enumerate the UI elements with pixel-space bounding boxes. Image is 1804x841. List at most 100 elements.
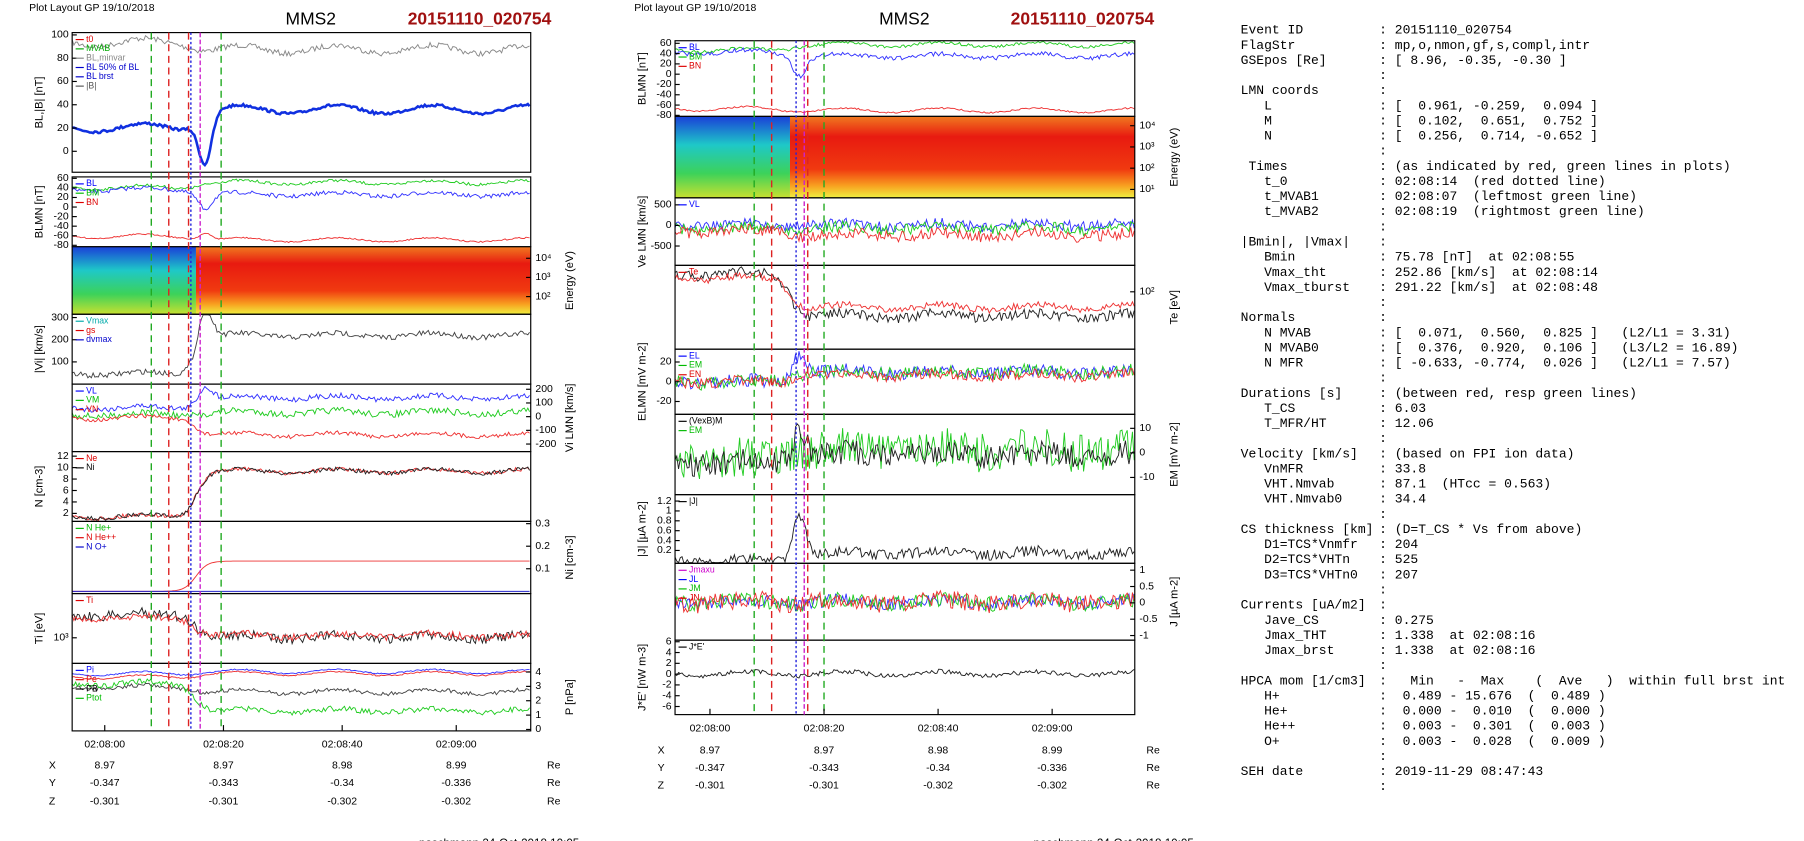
y-tick-label: 10² (535, 291, 551, 302)
legend-label: EM (689, 425, 702, 435)
legend-label: Pe (86, 674, 97, 684)
trace (71, 34, 530, 58)
info-key: D1=TCS*Vnmfr (1241, 537, 1358, 552)
legend-label: Ni (86, 462, 94, 472)
y-tick-label: 0 (666, 377, 672, 388)
y-tick-label: 60 (57, 173, 69, 184)
y-tick-label: 0 (666, 69, 672, 80)
panel-frame (71, 662, 532, 732)
legend-label: BN (86, 197, 98, 207)
plot-title: MMS2 (286, 8, 336, 28)
spectrogram-high (789, 116, 1135, 198)
info-key: t_MVAB1 (1241, 189, 1319, 204)
position-cell: -0.347 (90, 778, 120, 789)
y-tick-label: 100 (51, 357, 69, 368)
position-cell: 8.97 (213, 761, 234, 772)
y-tick-label: -10 (1139, 472, 1154, 483)
info-value: : 0.003 - 0.028 ( 0.009 ) (1379, 734, 1606, 749)
info-key: N MVAB0 (1241, 340, 1319, 355)
y-tick-label: 40 (660, 48, 672, 59)
position-cell: -0.343 (809, 763, 839, 774)
y-axis-label: BLMN [nT] (636, 52, 648, 105)
trace (674, 223, 1135, 244)
info-value: : (1379, 749, 1387, 764)
trace (71, 102, 531, 167)
y-tick-label: 10¹ (1139, 184, 1155, 195)
legend-label: BL (86, 178, 97, 188)
legend-label: Jmaxu (689, 565, 715, 575)
legend-label: BN (689, 61, 701, 71)
y-tick-label: 12 (57, 451, 69, 462)
y-tick-label: 10⁴ (535, 253, 551, 264)
info-value: : 75.78 [nT] at 02:08:55 (1379, 250, 1574, 265)
info-value: : 20151110_020754 (1379, 23, 1512, 38)
trace (674, 271, 1135, 314)
y-tick-label: 100 (535, 398, 553, 409)
legend-label: Vmax (86, 316, 109, 326)
position-cell: Re (547, 778, 561, 789)
position-cell: -0.302 (327, 797, 357, 808)
y-tick-label: 10⁴ (1139, 120, 1155, 131)
position-cell: 8.97 (95, 761, 116, 772)
trace (71, 232, 530, 244)
y-tick-label: 0 (535, 411, 541, 422)
panel-frame (71, 383, 532, 453)
spectrogram-low (72, 246, 196, 315)
x-tick-label: 02:09:00 (1032, 723, 1073, 734)
legend-label: Ne (86, 453, 97, 463)
y-tick-label: -80 (54, 240, 69, 251)
info-value: : [ 0.102, 0.651, 0.752 ] (1379, 113, 1598, 128)
y-axis-label: |J| [µA m-2] (636, 501, 648, 557)
info-key: He++ (1241, 719, 1296, 734)
position-cell: Re (547, 761, 561, 772)
y-tick-label: 0 (1139, 598, 1145, 609)
y-tick-label: 2 (63, 508, 69, 519)
legend-label: VL (689, 199, 700, 209)
info-key: GSEpos [Re] (1241, 53, 1327, 68)
y-tick-label: -60 (54, 231, 69, 242)
content: Plot Layout GP 19/10/2018 MMS2 20151110_02… (29, 3, 1785, 841)
y-tick-label: 100 (51, 30, 69, 41)
position-cell: Re (1146, 745, 1160, 756)
y-tick-label: 20 (660, 59, 672, 70)
legend-label: BL (689, 42, 700, 52)
legend-label: PB (86, 683, 98, 693)
y-axis-label: Ti [eV] (33, 613, 45, 645)
legend-label: |J| (689, 496, 698, 506)
y-tick-label: -4 (662, 690, 671, 701)
y-tick-label: 0.6 (657, 525, 672, 536)
info-value: : 6.03 (1379, 401, 1426, 416)
info-key: VnMFR (1241, 461, 1304, 476)
event-id: 20151110_020754 (1011, 8, 1155, 28)
info-key: Velocity [km/s] (1241, 446, 1358, 461)
y-tick-label: 40 (57, 183, 69, 194)
y-tick-label: 8 (63, 474, 69, 485)
y-tick-label: 0 (666, 669, 672, 680)
info-value: : 207 (1379, 567, 1418, 582)
info-value: : [ 0.071, 0.560, 0.825 ] (L2/L1 = 3.31) (1379, 325, 1730, 340)
info-key: t_MVAB2 (1241, 204, 1319, 219)
legend-label: Te (689, 267, 698, 277)
info-key: LMN coords (1241, 83, 1319, 98)
y-tick-label: 20 (660, 357, 672, 368)
trace (71, 314, 530, 379)
y-tick-label: 10³ (1139, 142, 1155, 153)
info-key: |Bmin|, |Vmax| (1241, 235, 1350, 250)
y-axis-label: BLMN [nT] (33, 185, 45, 238)
position-cell: -0.301 (90, 797, 120, 808)
legend-label: EL (689, 350, 700, 360)
y-tick-label: -500 (651, 241, 672, 252)
y-tick-label: -200 (535, 439, 556, 450)
y-tick-label: 3 (535, 681, 541, 692)
y-axis-label: BL,|B| [nT] (33, 77, 45, 129)
trace (674, 589, 1135, 614)
y-tick-label: 40 (57, 100, 69, 111)
info-key: Event ID (1241, 23, 1304, 38)
legend-label: Pi (86, 665, 94, 675)
y-tick-label: -2 (662, 680, 671, 691)
trace (71, 610, 530, 642)
info-value: : 33.8 (1379, 461, 1426, 476)
plot-header: Plot Layout GP 19/10/2018 (29, 3, 155, 14)
info-value: : mp,o,nmon,gf,s,compl,intr (1379, 38, 1590, 53)
trace (674, 423, 1135, 477)
